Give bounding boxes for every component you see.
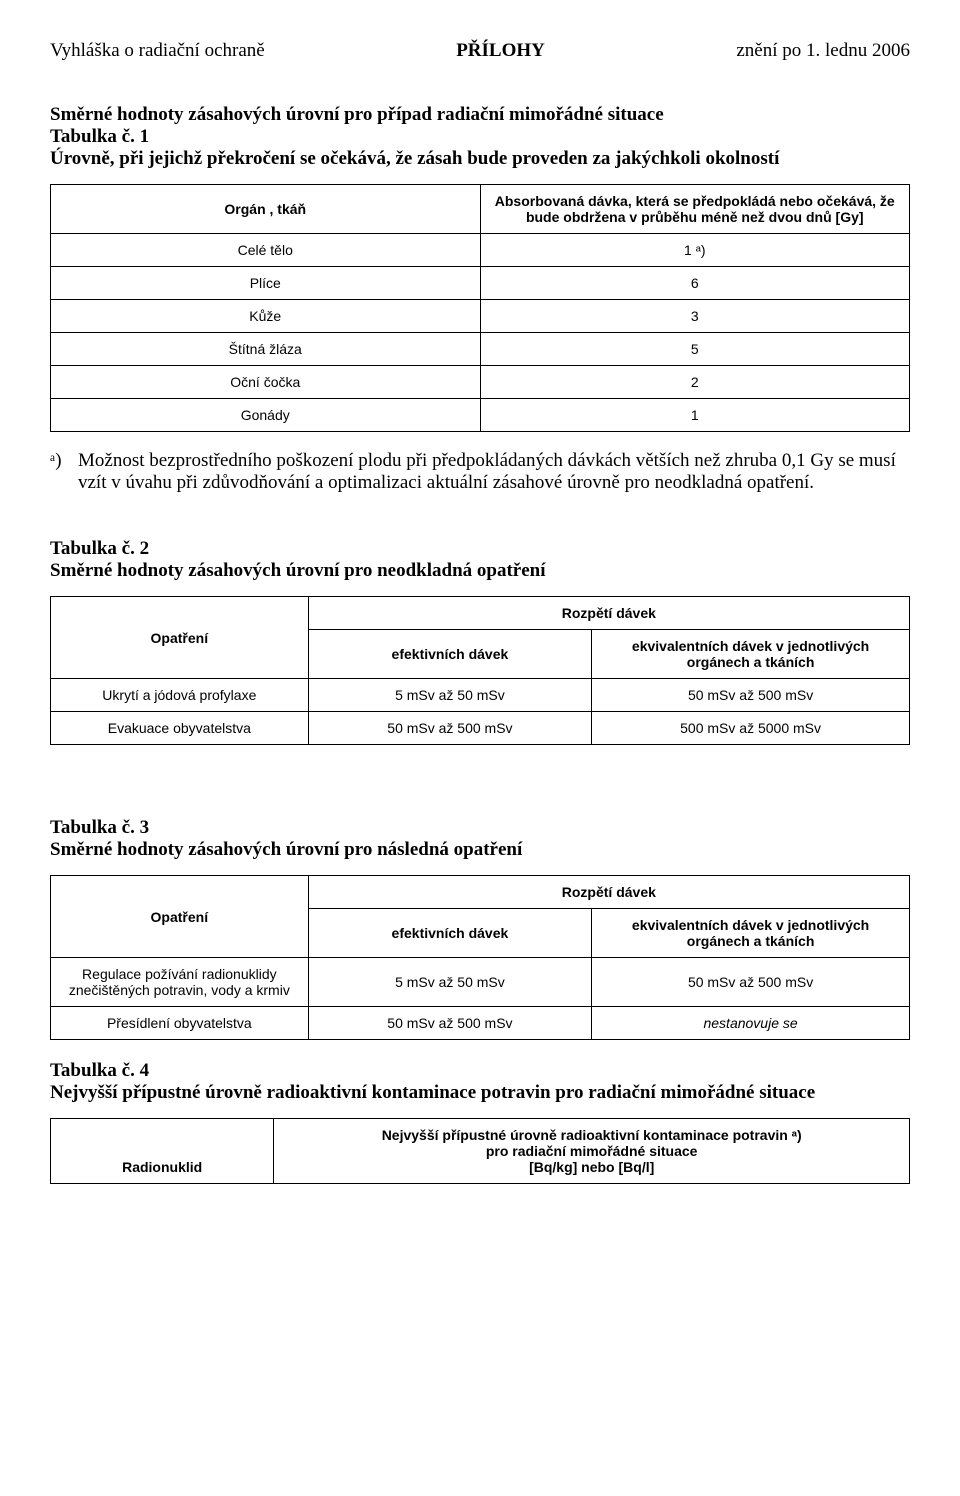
table3-eff: 5 mSv až 50 mSv [308, 958, 591, 1007]
table1-subcaption: Úrovně, při jejichž překročení se očekáv… [50, 148, 910, 170]
table2-eff: 50 mSv až 500 mSv [308, 712, 591, 745]
table2-eq: 50 mSv až 500 mSv [592, 679, 910, 712]
section4-title: Nejvyšší přípustné úrovně radioaktivní k… [50, 1082, 910, 1104]
table4-label: Tabulka č. 4 [50, 1060, 910, 1082]
table1-organ: Štítná žláza [51, 333, 481, 366]
table2-eff: 5 mSv až 50 mSv [308, 679, 591, 712]
page-header: Vyhláška o radiační ochraně PŘÍLOHY zněn… [50, 40, 910, 62]
section3-title: Směrné hodnoty zásahových úrovní pro nás… [50, 839, 910, 861]
table2-col3-header: ekvivalentních dávek v jednotlivých orgá… [592, 630, 910, 679]
table2: Opatření Rozpětí dávek efektivních dávek… [50, 596, 910, 745]
header-right: znění po 1. lednu 2006 [736, 40, 910, 62]
table1-organ: Gonády [51, 399, 481, 432]
table-row: Přesídlení obyvatelstva 50 mSv až 500 mS… [51, 1007, 910, 1040]
table1-organ: Kůže [51, 300, 481, 333]
table3-span-header: Rozpětí dávek [308, 876, 909, 909]
table-row: Štítná žláza5 [51, 333, 910, 366]
table2-col2-header: efektivních dávek [308, 630, 591, 679]
table3-measure: Přesídlení obyvatelstva [51, 1007, 309, 1040]
table2-measure: Evakuace obyvatelstva [51, 712, 309, 745]
table1-value: 1 ᵃ) [480, 234, 910, 267]
table4-col2-line3: [Bq/kg] nebo [Bq/l] [284, 1159, 899, 1175]
table3-col2-header: efektivních dávek [308, 909, 591, 958]
table1-col2-header: Absorbovaná dávka, která se předpokládá … [480, 185, 910, 234]
table-row: Kůže3 [51, 300, 910, 333]
table-row: Gonády1 [51, 399, 910, 432]
header-left: Vyhláška o radiační ochraně [50, 40, 265, 62]
table2-measure: Ukrytí a jódová profylaxe [51, 679, 309, 712]
table1-value: 5 [480, 333, 910, 366]
table1-footnote: ᵃ) Možnost bezprostředního poškození plo… [50, 450, 910, 494]
table1-col1-header: Orgán , tkáň [51, 185, 481, 234]
table3-eq: 50 mSv až 500 mSv [592, 958, 910, 1007]
table-row: Celé tělo1 ᵃ) [51, 234, 910, 267]
table3-label: Tabulka č. 3 [50, 817, 910, 839]
table1-organ: Oční čočka [51, 366, 481, 399]
table1: Orgán , tkáň Absorbovaná dávka, která se… [50, 184, 910, 432]
table4: Radionuklid Nejvyšší přípustné úrovně ra… [50, 1118, 910, 1184]
table3-col1-header: Opatření [51, 876, 309, 958]
section2-title: Směrné hodnoty zásahových úrovní pro neo… [50, 560, 910, 582]
table1-value: 6 [480, 267, 910, 300]
table3: Opatření Rozpětí dávek efektivních dávek… [50, 875, 910, 1040]
table4-col2-line2: pro radiační mimořádné situace [284, 1143, 899, 1159]
table-row: Plíce6 [51, 267, 910, 300]
table1-label: Tabulka č. 1 [50, 126, 910, 148]
section1-title: Směrné hodnoty zásahových úrovní pro pří… [50, 104, 910, 126]
table1-value: 1 [480, 399, 910, 432]
table4-col2-header: Nejvyšší přípustné úrovně radioaktivní k… [274, 1119, 910, 1184]
table3-eff: 50 mSv až 500 mSv [308, 1007, 591, 1040]
table3-col3-header: ekvivalentních dávek v jednotlivých orgá… [592, 909, 910, 958]
table2-span-header: Rozpětí dávek [308, 597, 909, 630]
table4-col2-line1: Nejvyšší přípustné úrovně radioaktivní k… [284, 1127, 899, 1143]
table-row: Oční čočka2 [51, 366, 910, 399]
table2-label: Tabulka č. 2 [50, 538, 910, 560]
footnote-marker: ᵃ) [50, 450, 78, 494]
table1-value: 2 [480, 366, 910, 399]
table2-col1-header: Opatření [51, 597, 309, 679]
footnote-text: Možnost bezprostředního poškození plodu … [78, 450, 910, 494]
table3-measure: Regulace požívání radionuklidy znečištěn… [51, 958, 309, 1007]
table1-organ: Celé tělo [51, 234, 481, 267]
table2-eq: 500 mSv až 5000 mSv [592, 712, 910, 745]
table-row: Evakuace obyvatelstva 50 mSv až 500 mSv … [51, 712, 910, 745]
table4-col1-header: Radionuklid [51, 1119, 274, 1184]
table-row: Regulace požívání radionuklidy znečištěn… [51, 958, 910, 1007]
table-row: Ukrytí a jódová profylaxe 5 mSv až 50 mS… [51, 679, 910, 712]
header-center: PŘÍLOHY [456, 40, 545, 62]
table1-organ: Plíce [51, 267, 481, 300]
table3-eq: nestanovuje se [592, 1007, 910, 1040]
table1-value: 3 [480, 300, 910, 333]
